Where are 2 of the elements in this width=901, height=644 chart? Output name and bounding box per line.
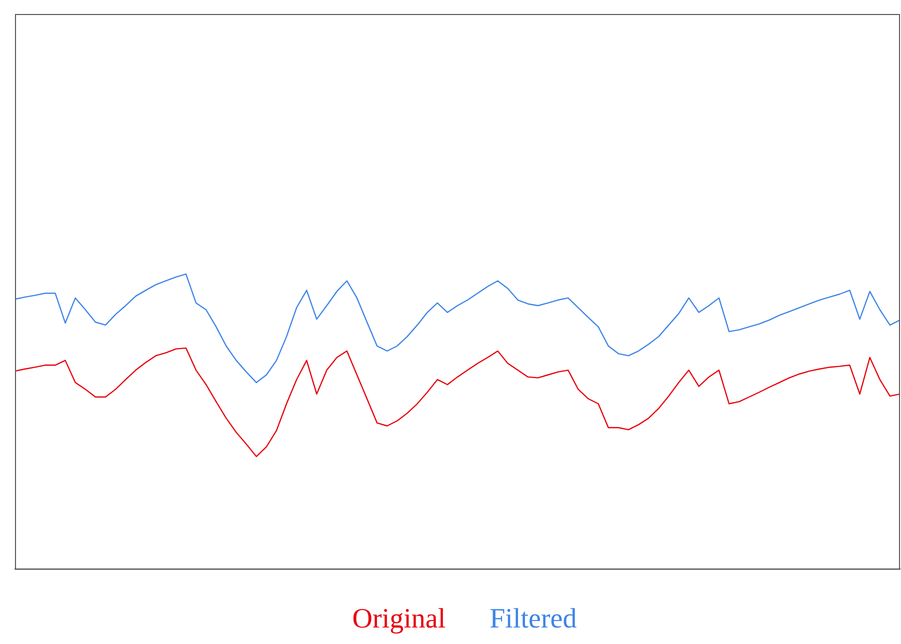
text: Filtered — [490, 603, 577, 634]
text: Original — [352, 603, 446, 634]
